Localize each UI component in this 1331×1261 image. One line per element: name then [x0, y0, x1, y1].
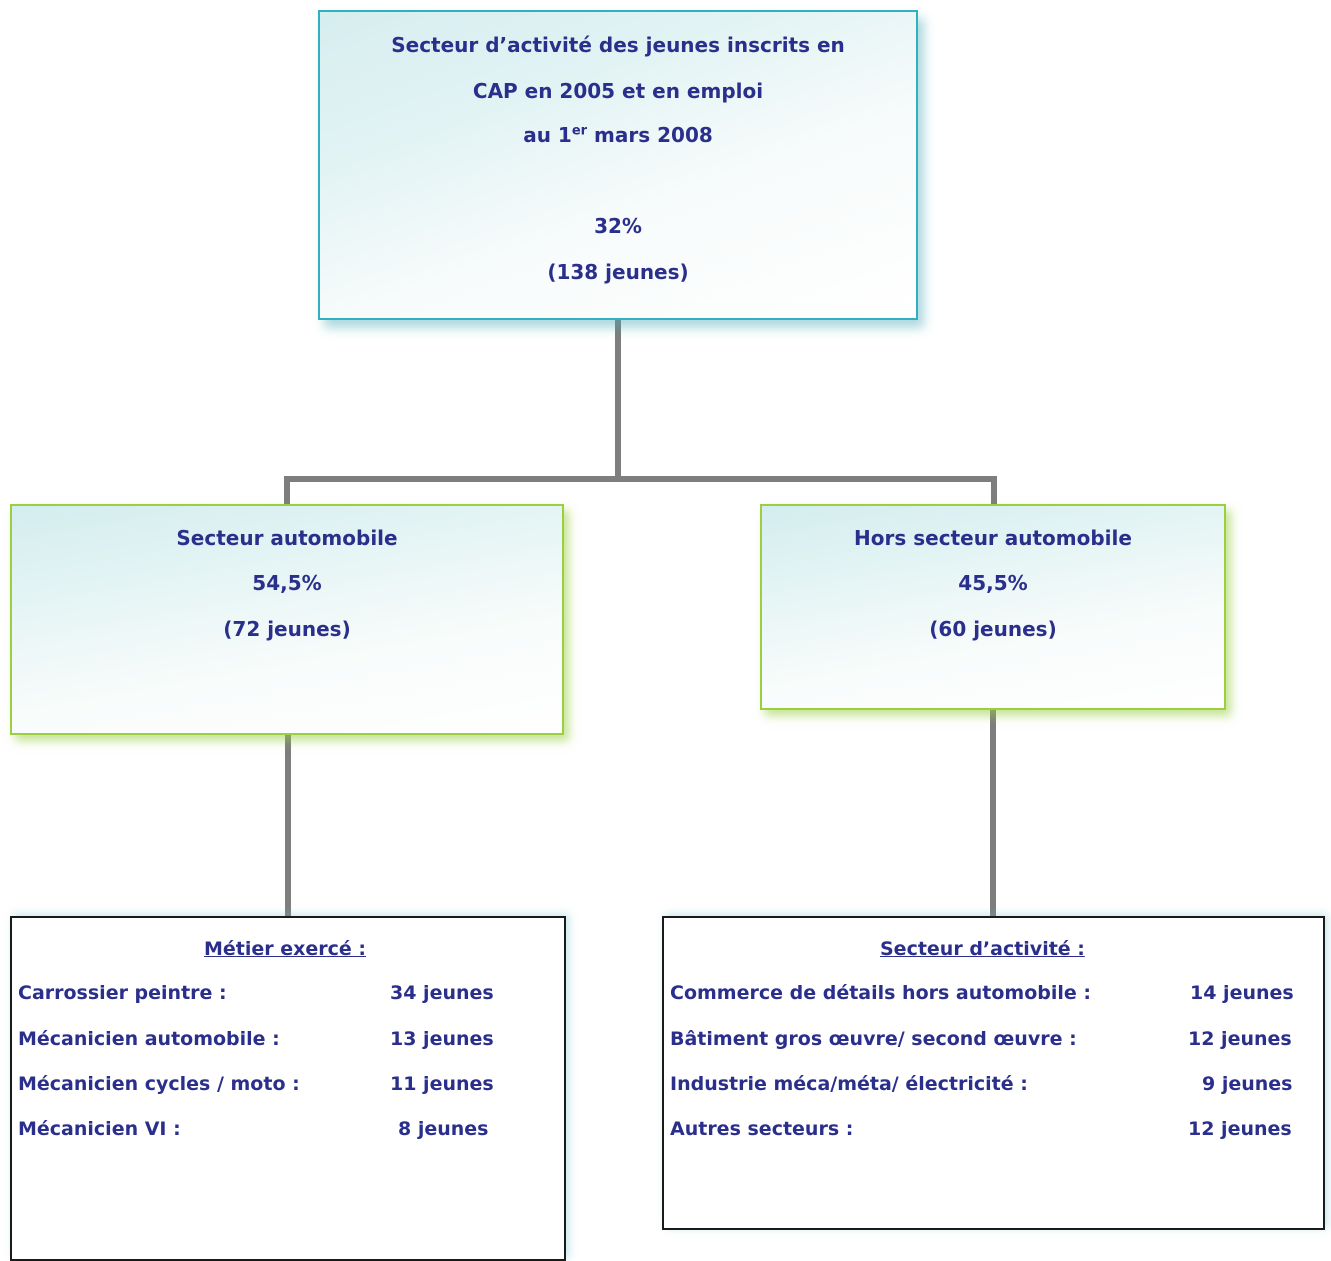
- left-branch-count: (72 jeunes): [223, 617, 351, 641]
- right-detail-row-label: Industrie méca/méta/ électricité :: [670, 1073, 1028, 1095]
- left-branch-percent: 54,5%: [252, 571, 322, 595]
- right-detail-row-value: 9 jeunes: [1202, 1073, 1293, 1095]
- left-detail-row-label: Mécanicien cycles / moto :: [18, 1073, 300, 1095]
- left-detail-row-label: Mécanicien automobile :: [18, 1028, 280, 1050]
- left-branch-title: Secteur automobile: [176, 526, 398, 550]
- left-detail-heading: Métier exercé :: [204, 938, 367, 960]
- left-detail-row-value: 34 jeunes: [390, 982, 494, 1004]
- connector-to-left-branch: [284, 476, 290, 506]
- right-branch-node: Hors secteur automobile 45,5% (60 jeunes…: [760, 504, 1226, 710]
- root-percent: 32%: [594, 214, 642, 238]
- root-title-line1: Secteur d’activité des jeunes inscrits e…: [391, 33, 845, 57]
- left-detail-node: Métier exercé : Carrossier peintre : 34 …: [10, 916, 566, 1261]
- left-detail-row-value: 8 jeunes: [398, 1118, 489, 1140]
- left-branch-node: Secteur automobile 54,5% (72 jeunes): [10, 504, 564, 735]
- right-detail-row-label: Autres secteurs :: [670, 1118, 854, 1140]
- right-branch-percent: 45,5%: [958, 571, 1028, 595]
- connector-root-down: [615, 320, 621, 482]
- right-detail-row-label: Commerce de détails hors automobile :: [670, 982, 1091, 1004]
- right-detail-row-value: 12 jeunes: [1188, 1028, 1292, 1050]
- right-detail-row-value: 12 jeunes: [1188, 1118, 1292, 1140]
- root-title-line2: CAP en 2005 et en emploi: [472, 79, 764, 103]
- left-detail-row-value: 11 jeunes: [390, 1073, 494, 1095]
- right-detail-row-value: 14 jeunes: [1190, 982, 1294, 1004]
- connector-left-down: [285, 735, 291, 917]
- root-title-line3: au 1er mars 2008: [523, 123, 713, 147]
- root-count: (138 jeunes): [547, 260, 689, 284]
- root-node: Secteur d’activité des jeunes inscrits e…: [318, 10, 918, 320]
- left-detail-row-value: 13 jeunes: [390, 1028, 494, 1050]
- left-detail-row-label: Mécanicien VI :: [18, 1118, 181, 1140]
- right-detail-row-label: Bâtiment gros œuvre/ second œuvre :: [670, 1028, 1077, 1050]
- right-branch-count: (60 jeunes): [929, 617, 1057, 641]
- left-detail-row-label: Carrossier peintre :: [18, 982, 227, 1004]
- right-detail-node: Secteur d’activité : Commerce de détails…: [662, 916, 1325, 1230]
- right-branch-title: Hors secteur automobile: [854, 526, 1132, 550]
- connector-to-right-branch: [991, 476, 997, 506]
- connector-horizontal: [284, 476, 997, 482]
- right-detail-heading: Secteur d’activité :: [880, 938, 1085, 960]
- connector-right-down: [990, 710, 996, 917]
